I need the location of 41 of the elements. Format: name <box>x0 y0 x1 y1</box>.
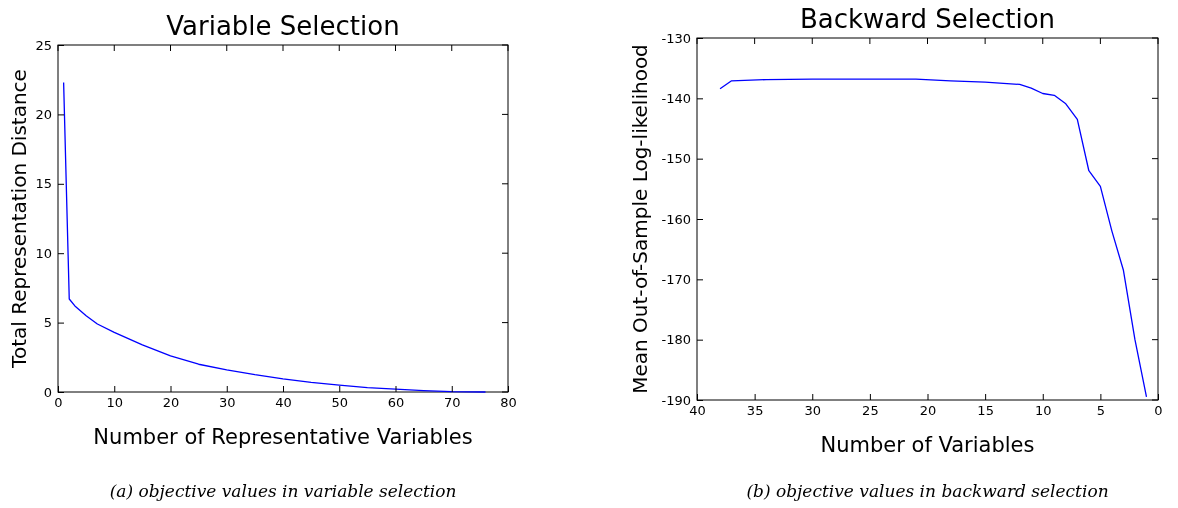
y-tick-label: -170 <box>661 271 691 287</box>
y-axis-title: Total Representation Distance <box>7 69 31 369</box>
x-tick-label: 10 <box>1034 403 1052 419</box>
y-axis-title: Mean Out-of-Sample Log-likelihood <box>628 44 652 394</box>
y-tick-label: 5 <box>43 315 52 331</box>
x-tick-label: 70 <box>443 395 461 411</box>
x-tick-label: 0 <box>54 395 63 411</box>
text: (a) objective values in variable selection <box>109 481 457 501</box>
y-tick-label: 15 <box>35 176 52 192</box>
x-tick-label: 80 <box>500 395 517 411</box>
x-tick-label: 0 <box>1154 403 1163 419</box>
y-tick-label: -180 <box>661 332 691 348</box>
x-tick-label: 25 <box>862 403 879 419</box>
x-tick-label: 30 <box>218 395 236 411</box>
y-tick-label: -130 <box>661 30 691 46</box>
y-tick-label: 25 <box>35 37 52 53</box>
y-tick-label: 20 <box>35 107 52 123</box>
x-tick-label: 15 <box>977 403 994 419</box>
x-axis-title: Number of Variables <box>820 433 1035 457</box>
x-tick-label: 5 <box>1096 403 1106 419</box>
x-tick-label: 40 <box>689 403 706 419</box>
line-series <box>62 81 487 393</box>
x-tick-label: 50 <box>331 395 349 411</box>
x-tick-label: 30 <box>804 403 822 419</box>
chart-title: Backward Selection <box>799 4 1056 34</box>
chart-title: Variable Selection <box>166 11 400 41</box>
x-tick-label: 60 <box>387 395 405 411</box>
y-tick-label: 10 <box>35 245 52 261</box>
y-tick-label: 0 <box>43 384 52 400</box>
x-tick-label: 20 <box>919 403 937 419</box>
x-tick-label: 40 <box>275 395 292 411</box>
y-tick-label: -190 <box>661 392 691 408</box>
text: (b) objective values in backward selection <box>746 481 1109 501</box>
x-tick-label: 10 <box>106 395 124 411</box>
line-series <box>719 78 1148 398</box>
x-tick-label: 20 <box>162 395 180 411</box>
x-axis-title: Number of Representative Variables <box>93 425 473 449</box>
x-tick-label: 35 <box>746 403 764 419</box>
y-tick-label: -150 <box>661 151 691 167</box>
y-tick-label: -160 <box>661 211 691 227</box>
y-tick-label: -140 <box>661 90 691 106</box>
